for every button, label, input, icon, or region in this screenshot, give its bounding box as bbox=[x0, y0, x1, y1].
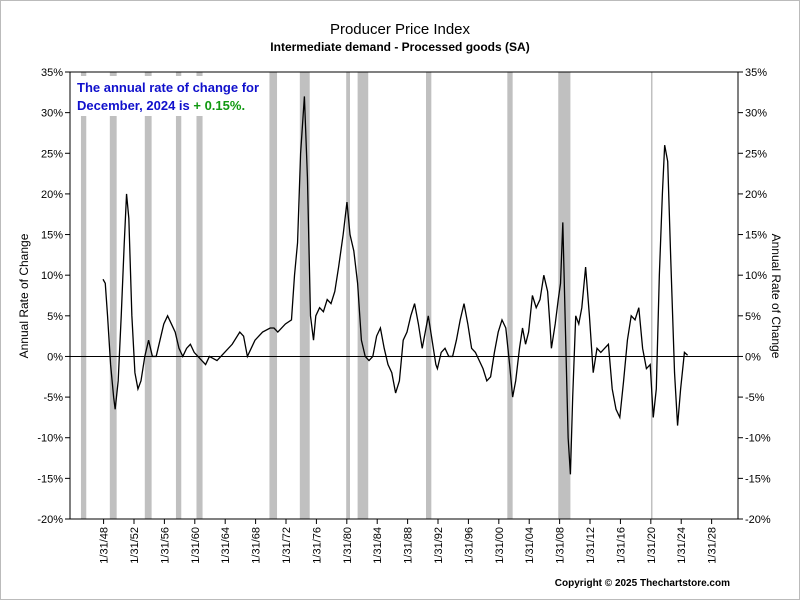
y-axis-label: Annual Rate of Change bbox=[17, 233, 31, 358]
y-tick-label: 20% bbox=[41, 189, 63, 201]
x-tick-label: 1/31/56 bbox=[159, 527, 171, 564]
x-tick-label: 1/31/04 bbox=[524, 527, 536, 564]
x-tick-label: 1/31/96 bbox=[463, 527, 475, 564]
annotation-value: + 0.15%. bbox=[193, 98, 245, 113]
annotation-line: The annual rate of change for bbox=[77, 80, 259, 95]
x-tick-label: 1/31/68 bbox=[251, 527, 263, 564]
chart-title: Producer Price Index bbox=[330, 21, 471, 38]
y2-tick-label: -5% bbox=[745, 392, 765, 404]
y2-tick-label: 10% bbox=[745, 270, 767, 282]
y-tick-label: 15% bbox=[41, 230, 63, 242]
y-tick-label: -5% bbox=[43, 392, 63, 404]
y2-tick-label: -15% bbox=[745, 473, 771, 485]
recession-band bbox=[299, 72, 310, 519]
x-tick-label: 1/31/20 bbox=[646, 527, 658, 564]
x-tick-label: 1/31/76 bbox=[311, 527, 323, 564]
recession-band bbox=[109, 72, 117, 519]
y-tick-label: 25% bbox=[41, 148, 63, 160]
plot-area: 35% 35% 30% 30% 25% 25% 20% 20% 15% 15% 10% 10% 5% 5%… bbox=[37, 67, 771, 564]
y-tick-label: 10% bbox=[41, 270, 63, 282]
y2-tick-label: 25% bbox=[745, 148, 767, 160]
x-tick-label: 1/31/12 bbox=[585, 527, 597, 564]
y2-tick-label: -20% bbox=[745, 514, 771, 526]
x-tick-label: 1/31/72 bbox=[281, 527, 293, 564]
x-tick-label: 1/31/00 bbox=[494, 527, 506, 564]
recession-band bbox=[346, 72, 350, 519]
recession-band bbox=[144, 72, 152, 519]
annotation-text: December, 2024 is bbox=[77, 98, 190, 113]
y2-tick-label: 30% bbox=[745, 108, 767, 120]
y-tick-label: 5% bbox=[47, 311, 63, 323]
y2-axis-label: Annual Rate of Change bbox=[769, 234, 783, 359]
x-tick-label: 1/31/24 bbox=[676, 527, 688, 564]
copyright: Copyright © 2025 Thechartstore.com bbox=[555, 578, 730, 589]
recession-band bbox=[175, 72, 182, 519]
chart-subtitle: Intermediate demand - Processed goods (S… bbox=[270, 40, 529, 54]
x-tick-label: 1/31/88 bbox=[403, 527, 415, 564]
plot-border bbox=[69, 71, 739, 520]
y-tick-label: 0% bbox=[47, 351, 63, 363]
data-line bbox=[102, 96, 689, 475]
x-tick-label: 1/31/48 bbox=[99, 527, 111, 564]
y2-tick-label: 15% bbox=[745, 230, 767, 242]
recession-band bbox=[357, 72, 369, 519]
x-tick-label: 1/31/16 bbox=[615, 527, 627, 564]
x-tick-label: 1/31/60 bbox=[190, 527, 202, 564]
y2-tick-label: 35% bbox=[745, 67, 767, 79]
y2-tick-label: 0% bbox=[745, 351, 761, 363]
recession-band bbox=[507, 72, 513, 519]
y2-tick-label: -10% bbox=[745, 433, 771, 445]
y-tick-label: -10% bbox=[37, 433, 63, 445]
y2-tick-label: 20% bbox=[745, 189, 767, 201]
plot-background bbox=[70, 72, 738, 519]
recession-band bbox=[269, 72, 278, 519]
x-tick-label: 1/31/28 bbox=[707, 527, 719, 564]
x-tick-label: 1/31/52 bbox=[129, 527, 141, 564]
annotation-line: December, 2024 is + 0.15%. bbox=[77, 98, 245, 113]
y-tick-label: -20% bbox=[37, 514, 63, 526]
y-tick-label: 35% bbox=[41, 67, 63, 79]
x-tick-label: 1/31/08 bbox=[555, 527, 567, 564]
recession-band bbox=[650, 72, 653, 519]
y-tick-label: -15% bbox=[37, 473, 63, 485]
recession-band bbox=[196, 72, 203, 519]
y-tick-label: 30% bbox=[41, 108, 63, 120]
x-tick-label: 1/31/84 bbox=[372, 527, 384, 564]
recession-band bbox=[80, 72, 87, 519]
x-tick-label: 1/31/92 bbox=[433, 527, 445, 564]
annotation-box bbox=[73, 76, 263, 116]
x-tick-label: 1/31/80 bbox=[342, 527, 354, 564]
y2-tick-label: 5% bbox=[745, 311, 761, 323]
recession-band bbox=[426, 72, 432, 519]
x-tick-label: 1/31/64 bbox=[220, 527, 232, 564]
